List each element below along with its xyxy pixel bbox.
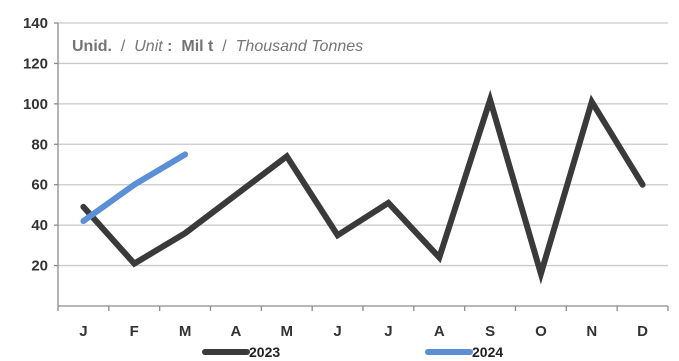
y-tick-label-40: 40 [31,217,48,234]
unit-note-unit: Unit [134,38,163,55]
series-lines [80,89,646,285]
legend: 2023 2024 [202,344,503,360]
x-tick-label-0: J [79,323,87,340]
unit-note-colon: : [167,38,177,55]
unit-note-value-en: Thousand Tonnes [236,38,364,55]
unit-note-value: Mil t [181,38,214,55]
y-tick-label-60: 60 [31,177,48,194]
x-tick-label-6: J [384,323,392,340]
unit-note-prefix: Unid. [72,38,112,55]
x-tick-label-10: N [586,323,597,340]
x-tick-label-8: S [485,323,495,340]
x-tick-label-9: O [535,323,547,340]
y-tick-label-100: 100 [23,96,48,113]
y-tick-label-20: 20 [31,258,48,275]
unit-note-sep2: / [218,38,231,55]
x-tick-label-1: F [130,323,139,340]
axes [54,22,669,311]
x-tick-label-7: A [434,323,445,340]
x-tick-label-5: J [333,323,341,340]
y-tick-label-140: 140 [23,15,48,32]
legend-label-2023: 2023 [249,344,280,360]
y-tick-label-120: 120 [23,55,48,72]
x-tick-label-11: D [637,323,648,340]
legend-label-2024: 2024 [472,344,503,360]
unit-note-sep1: / [116,38,129,55]
series-line-2023 [80,89,646,285]
series-line-2024 [80,151,189,225]
unit-note: Unid. / Unit : Mil t / Thousand Tonnes [72,38,363,55]
x-tick-label-4: M [281,323,294,340]
y-tick-labels: 20 40 60 80 100 120 140 [23,15,48,275]
y-tick-label-80: 80 [31,136,48,153]
x-tick-label-3: A [230,323,241,340]
gridlines [58,22,668,267]
x-tick-label-2: M [179,323,192,340]
